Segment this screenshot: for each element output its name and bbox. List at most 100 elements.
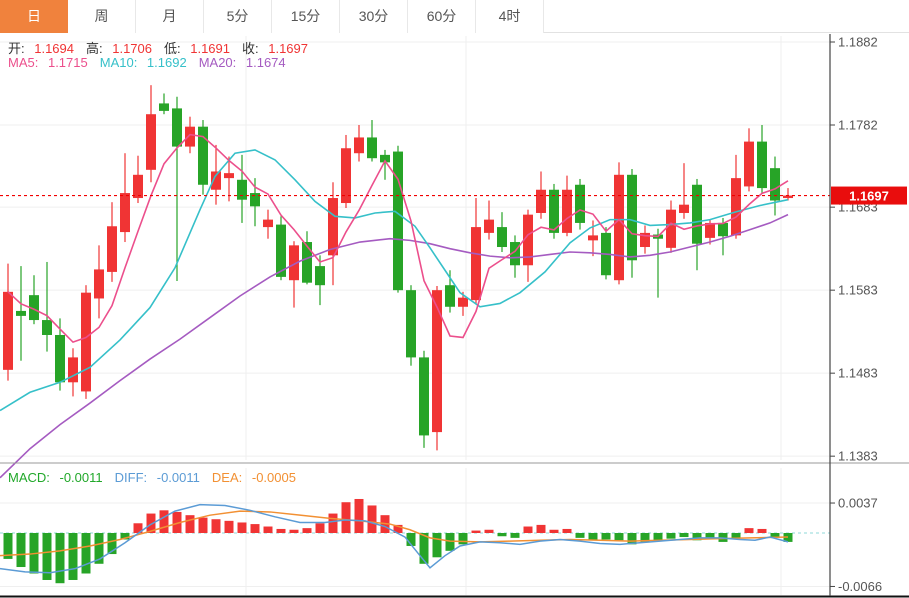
macd-histogram-bar (432, 533, 442, 558)
candle-body (185, 126, 195, 147)
candle-body (107, 226, 117, 272)
macd-histogram-bar (627, 533, 637, 545)
macd-histogram-bar (523, 526, 533, 533)
tab-period-6[interactable]: 60分 (408, 0, 476, 33)
low-readout: 低: 1.1691 (164, 38, 236, 57)
candle-body (224, 173, 234, 179)
diff-readout: DIFF: -0.0011 (115, 470, 206, 485)
current-price-badge (831, 186, 907, 205)
tab-period-3[interactable]: 5分 (204, 0, 272, 33)
ma20-line (0, 213, 789, 479)
candle-body (627, 174, 637, 261)
macd-readout: MACD: -0.0011 (8, 470, 109, 485)
macd-histogram-bar (3, 533, 13, 559)
macd-tick-label: 0.0037 (838, 496, 878, 511)
macd-histogram-bar (614, 533, 624, 541)
macd-histogram-bar (250, 524, 260, 533)
candle-body (458, 297, 468, 307)
macd-histogram-bar (393, 524, 403, 533)
macd-histogram-bar (536, 524, 546, 533)
candle-body (523, 214, 533, 266)
dea-value: -0.0005 (251, 470, 296, 485)
candle-body (666, 209, 676, 248)
ma5-line (7, 133, 789, 344)
macd-histogram-bar (211, 519, 221, 533)
macd-histogram-bar (666, 533, 676, 539)
macd-histogram-bar (289, 529, 299, 533)
macd-histogram-bar (575, 533, 585, 538)
macd-histogram-bar (549, 529, 559, 533)
candle-body (16, 310, 26, 316)
low-label: 低: (164, 41, 185, 56)
tab-period-2[interactable]: 月 (136, 0, 204, 33)
high-label: 高: (86, 41, 107, 56)
candle-body (237, 179, 247, 200)
macd-histogram-bar (419, 533, 429, 564)
macd-histogram-bar (562, 528, 572, 533)
ma10-line (0, 149, 789, 412)
close-label: 收: (242, 41, 263, 56)
price-tick-label: 1.1882 (838, 35, 878, 50)
tab-period-1[interactable]: 周 (68, 0, 136, 33)
open-value: 1.1694 (34, 41, 74, 56)
open-readout: 开: 1.1694 (8, 38, 80, 57)
macd-histogram-bar (55, 533, 65, 584)
ma5-value: 1.1715 (47, 55, 88, 70)
macd-histogram-bar (185, 515, 195, 533)
candle-body (419, 357, 429, 436)
candle-body (497, 227, 507, 248)
macd-histogram-bar (107, 533, 117, 555)
tab-period-5[interactable]: 30分 (340, 0, 408, 33)
candle-body (770, 168, 780, 201)
macd-histogram-bar (198, 517, 208, 533)
candle-body (198, 126, 208, 185)
candle-body (367, 137, 377, 159)
current-price-badge-value: 1.1697 (849, 188, 889, 203)
ma10-label: MA10: (99, 55, 141, 70)
macd-histogram-bar (653, 533, 663, 541)
low-value: 1.1691 (190, 41, 230, 56)
candle-body (133, 174, 143, 199)
candle-body (445, 285, 455, 307)
diff-value: -0.0011 (156, 470, 200, 485)
price-tick-label: 1.1483 (838, 366, 878, 381)
diff-line (0, 503, 789, 574)
candle-body (172, 108, 182, 147)
macd-tick-label: -0.0066 (838, 579, 882, 594)
macd-histogram-bar (341, 502, 351, 533)
candle-body (705, 222, 715, 238)
macd-histogram-bar (354, 498, 364, 533)
candle-body (692, 184, 702, 244)
candle-body (94, 269, 104, 299)
macd-histogram-bar (679, 533, 689, 538)
ma10-readout: MA10: 1.1692 (100, 55, 193, 70)
price-tick-label: 1.1782 (838, 118, 878, 133)
high-readout: 高: 1.1706 (86, 38, 158, 57)
candle-body (471, 227, 481, 301)
macd-histogram-bar (484, 529, 494, 533)
macd-histogram-bar (224, 520, 234, 533)
macd-histogram-bar (328, 513, 338, 533)
candle-body (432, 290, 442, 433)
candle-body (614, 174, 624, 281)
macd-histogram-bar (16, 533, 26, 568)
tab-period-4[interactable]: 15分 (272, 0, 340, 33)
candle-body (3, 291, 13, 370)
candle-body (354, 137, 364, 154)
macd-histogram-bar (445, 533, 455, 551)
ma5-label: MA5: (8, 55, 42, 70)
macd-histogram-bar (263, 526, 273, 533)
macd-histogram-bar (731, 533, 741, 539)
candle-body (276, 224, 286, 277)
tab-period-0[interactable]: 日 (0, 0, 68, 33)
candle-body (406, 290, 416, 358)
macd-histogram-bar (588, 533, 598, 541)
ohlc-info-row: 开: 1.1694 高: 1.1706 低: 1.1691 收: 1.1697 (8, 38, 320, 57)
open-label: 开: (8, 41, 29, 56)
candle-body (757, 141, 767, 189)
tab-period-7[interactable]: 4时 (476, 0, 544, 33)
macd-histogram-bar (276, 528, 286, 533)
candle-body (29, 295, 39, 321)
